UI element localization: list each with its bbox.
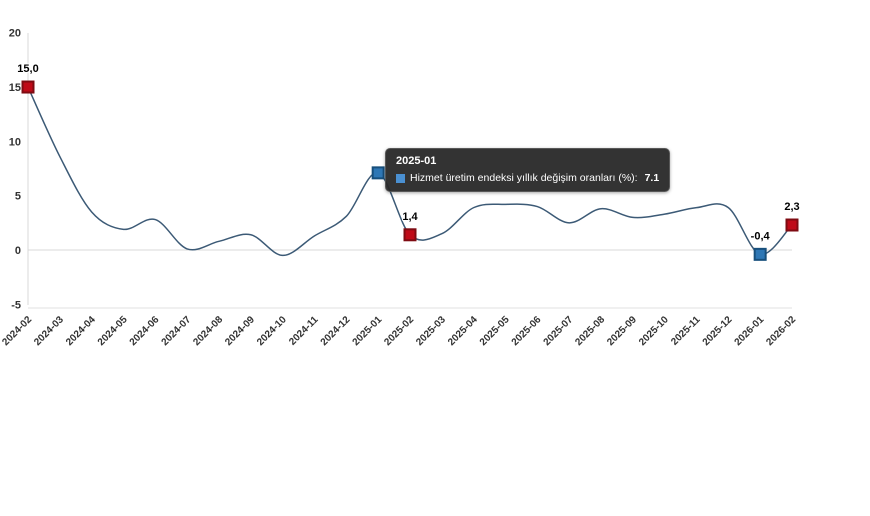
x-axis-label: 2025-11 [669, 314, 703, 348]
data-label-2025-02: 1,4 [402, 211, 418, 223]
x-axis-label: 2025-01 [351, 314, 385, 348]
hover-tooltip: 2025-01 Hizmet üretim endeksi yıllık değ… [385, 148, 671, 192]
data-label-2026-01: -0,4 [751, 230, 771, 242]
x-axis-label: 2024-09 [223, 314, 257, 348]
x-axis-label: 2025-07 [542, 314, 576, 348]
marker-2025-01[interactable] [371, 166, 385, 180]
y-axis-label: 20 [9, 28, 21, 40]
x-axis-label: 2025-08 [573, 314, 607, 348]
x-axis-label: 2024-12 [319, 314, 353, 348]
x-axis-label: 2026-02 [764, 314, 798, 348]
x-axis-label: 2025-10 [637, 314, 671, 348]
x-axis-label: 2025-06 [510, 314, 544, 348]
tooltip-series-label: Hizmet üretim endeksi yıllık değişim ora… [410, 172, 638, 184]
x-axis-label: 2024-04 [64, 314, 98, 348]
x-axis-label: 2024-08 [191, 314, 225, 348]
x-axis-label: 2025-04 [446, 314, 480, 348]
tooltip-series-swatch-icon [396, 173, 405, 183]
x-axis-label: 2025-09 [605, 314, 639, 348]
y-axis-label: 5 [15, 191, 21, 203]
x-axis-label: 2024-07 [160, 314, 194, 348]
tooltip-value: 7.1 [644, 172, 660, 184]
marker-2025-02[interactable] [403, 228, 417, 242]
marker-2026-02[interactable] [785, 218, 799, 232]
x-axis-label: 2024-11 [287, 314, 321, 348]
y-axis-label: 15 [9, 82, 21, 94]
x-axis-label: 2025-05 [478, 314, 512, 348]
x-axis-label: 2025-12 [701, 314, 735, 348]
tooltip-date: 2025-01 [396, 155, 437, 167]
data-label-2026-02: 2,3 [784, 201, 799, 213]
x-axis-label: 2026-01 [733, 314, 767, 348]
data-label-2024-02: 15,0 [17, 63, 38, 75]
y-axis-label: 10 [9, 136, 21, 148]
x-axis-label: 2025-03 [414, 314, 448, 348]
y-axis-label: 0 [15, 245, 21, 257]
x-axis-label: 2024-06 [128, 314, 162, 348]
y-axis-label: -5 [11, 299, 21, 311]
x-axis-label: 2024-03 [32, 314, 66, 348]
x-axis-label: 2024-05 [96, 314, 130, 348]
marker-2024-02[interactable] [21, 80, 35, 94]
x-axis-label: 2024-02 [0, 314, 34, 348]
marker-2026-01[interactable] [753, 247, 767, 261]
x-axis-label: 2025-02 [382, 314, 416, 348]
x-axis-label: 2024-10 [255, 314, 289, 348]
